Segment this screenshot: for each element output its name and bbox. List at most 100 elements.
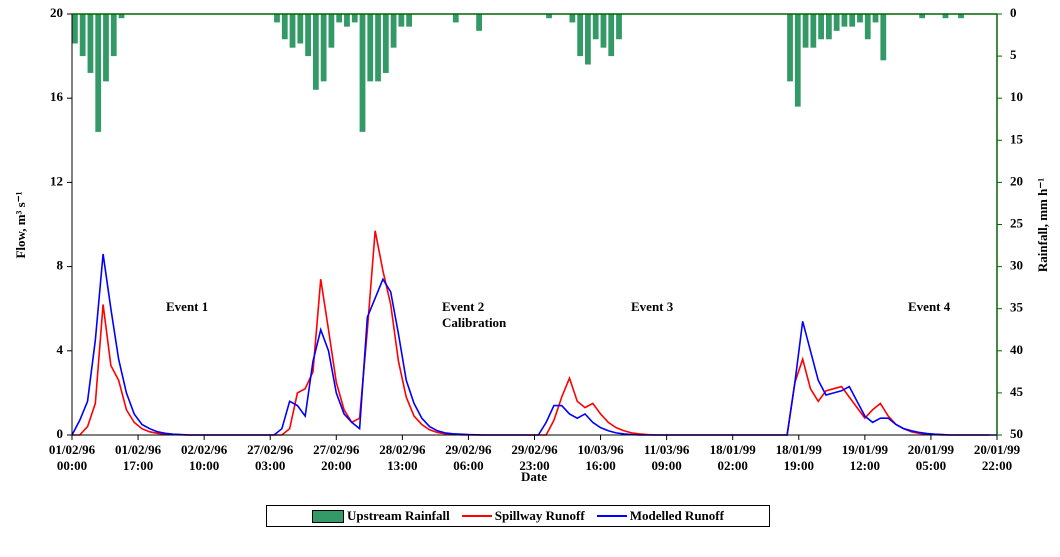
event-annotation: Event 4	[908, 299, 951, 314]
rain-bar	[95, 14, 102, 132]
rain-bar	[320, 14, 327, 82]
rain-bar	[787, 14, 793, 82]
rain-bar	[546, 14, 552, 19]
x-tick-label: 19/01/99 12:00	[841, 442, 888, 473]
rain-bar	[872, 14, 879, 23]
x-tick-label: 11/03/96 09:00	[643, 442, 690, 473]
rain-bar	[958, 14, 964, 19]
x-tick-label: 20/01/99 22:00	[973, 442, 1021, 473]
rain-bar	[841, 14, 848, 27]
rain-bar	[281, 14, 288, 40]
x-tick-label: 18/01/99 19:00	[775, 442, 822, 473]
y2-tick-label: 25	[1010, 215, 1024, 230]
rain-bar	[919, 14, 926, 19]
rain-bar	[616, 14, 622, 40]
x-tick-label: 18/01/99 02:00	[709, 442, 756, 473]
y-tick-label: 4	[57, 342, 64, 357]
rain-bar	[367, 14, 374, 82]
rain-bar	[794, 14, 801, 107]
legend: Upstream Rainfall Spillway Runoff Modelled…	[266, 505, 770, 527]
rain-bar	[375, 14, 381, 82]
x-tick-label: 28/02/96 13:00	[379, 442, 426, 473]
rain-bar	[398, 14, 405, 27]
rain-bar	[72, 14, 78, 44]
x-tick-label: 27/02/96 03:00	[247, 442, 294, 473]
event-annotation: Event 2 Calibration	[442, 299, 507, 330]
rain-bar	[802, 14, 809, 48]
legend-item: Upstream Rainfall	[312, 508, 450, 524]
rain-bar	[118, 14, 125, 19]
rain-bar	[87, 14, 94, 73]
runoff-line	[72, 230, 990, 436]
rain-bar	[600, 14, 607, 48]
legend-label: Upstream Rainfall	[347, 508, 450, 523]
x-tick-label: 10/03/96 16:00	[577, 442, 624, 473]
y2-tick-label: 10	[1010, 89, 1023, 104]
x-tick-label: 27/02/96 20:00	[313, 442, 360, 473]
y2-tick-label: 0	[1010, 5, 1017, 20]
event-annotation: Event 3	[631, 299, 674, 314]
rain-bar	[344, 14, 350, 27]
rain-bar	[406, 14, 413, 27]
rain-bar	[328, 14, 335, 48]
y-tick-label: 20	[50, 5, 63, 20]
rain-bar	[452, 14, 459, 23]
rain-bar	[359, 14, 366, 132]
legend-swatch	[596, 515, 627, 517]
x-tick-label: 01/02/96 17:00	[114, 442, 162, 473]
rain-bar	[79, 14, 86, 57]
legend-swatch	[461, 515, 492, 517]
y-tick-label: 16	[50, 89, 64, 104]
rain-bar	[864, 14, 871, 40]
legend-label: Modelled Runoff	[629, 508, 724, 523]
legend-item: Spillway Runoff	[461, 508, 585, 524]
event-annotation: Event 1	[166, 299, 209, 314]
y-tick-label: 8	[57, 258, 64, 273]
rain-bar	[833, 14, 840, 31]
x-axis-title: Date	[521, 469, 547, 484]
rain-bar	[857, 14, 863, 23]
legend-swatch	[312, 509, 345, 523]
y-tick-label: 12	[50, 173, 63, 188]
rain-bar	[351, 14, 358, 23]
rain-bar	[585, 14, 591, 65]
rain-bar	[880, 14, 887, 61]
rain-bar	[382, 14, 389, 73]
rain-bar	[577, 14, 584, 57]
rain-bar	[305, 14, 311, 57]
rain-bar	[289, 14, 296, 48]
y2-tick-label: 30	[1010, 258, 1023, 273]
rain-bar	[312, 14, 319, 90]
x-tick-label: 02/02/96 10:00	[181, 442, 228, 473]
legend-label: Spillway Runoff	[494, 508, 585, 523]
legend-item: Modelled Runoff	[596, 508, 724, 524]
rain-bar	[274, 14, 280, 23]
y2-tick-label: 35	[1010, 300, 1024, 315]
rain-bar	[390, 14, 397, 48]
rain-bar	[103, 14, 109, 82]
y2-axis-title: Rainfall, mm h⁻¹	[1035, 178, 1050, 272]
rain-bar	[849, 14, 856, 27]
y2-tick-label: 40	[1010, 342, 1023, 357]
rain-bar	[569, 14, 576, 23]
rain-bar	[608, 14, 615, 57]
rain-bar	[592, 14, 599, 40]
x-tick-label: 20/01/99 05:00	[907, 442, 955, 473]
y-tick-label: 0	[57, 426, 64, 441]
x-tick-label: 01/02/96 00:00	[48, 442, 96, 473]
x-tick-label: 29/02/96 23:00	[511, 442, 558, 473]
y2-tick-label: 50	[1010, 426, 1023, 441]
rain-bar	[825, 14, 832, 40]
rain-bar	[818, 14, 824, 40]
y2-tick-label: 20	[1010, 173, 1023, 188]
runoff-line	[71, 253, 997, 436]
rain-bar	[110, 14, 117, 57]
rain-bar	[336, 14, 343, 23]
rain-bar	[476, 14, 482, 31]
x-tick-label: 29/02/96 06:00	[445, 442, 492, 473]
rain-bar	[942, 14, 949, 19]
y2-tick-label: 45	[1010, 384, 1024, 399]
rain-bar	[810, 14, 817, 48]
